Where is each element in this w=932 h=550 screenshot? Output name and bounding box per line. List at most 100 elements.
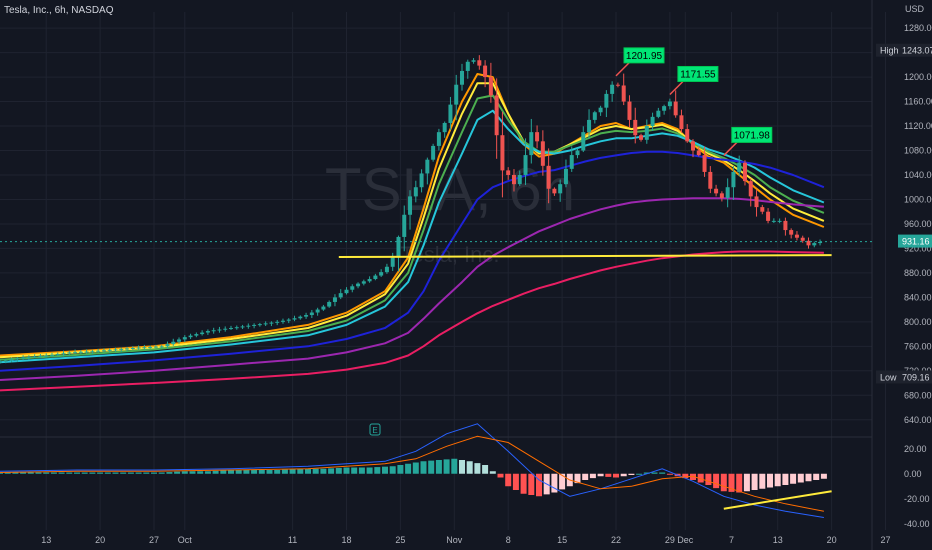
callout-pointer	[723, 140, 739, 156]
macd-histogram-bar	[713, 473, 720, 489]
macd-histogram-bar	[204, 471, 211, 474]
macd-histogram-bar	[220, 470, 227, 474]
candle-body	[200, 332, 205, 335]
macd-histogram-bar	[597, 473, 604, 477]
macd-histogram-bar	[728, 473, 735, 492]
candlesticks	[0, 55, 823, 364]
macd-histogram-bar	[243, 470, 250, 474]
macd-histogram-bar	[797, 473, 804, 483]
macd-axis: 20.00 0.00 -20.00 -40.00	[904, 444, 930, 529]
candle-body	[558, 184, 563, 194]
candle-body	[442, 122, 447, 133]
macd-histogram-bar	[382, 466, 388, 474]
macd-histogram-bar	[127, 472, 134, 474]
price-tick-label: 800.00	[904, 317, 932, 327]
time-tick-label: 25	[395, 535, 405, 545]
macd-histogram-bar	[274, 470, 281, 474]
callout-label: 1071.98	[734, 130, 771, 141]
macd-histogram-bar	[397, 465, 404, 474]
candle-body	[806, 240, 811, 246]
candle-body	[529, 132, 534, 156]
moving-average-5	[0, 150, 825, 372]
symbol-title: Tesla, Inc., 6h, NASDAQ	[4, 5, 114, 16]
time-tick-label: 18	[341, 535, 351, 545]
candle-body	[130, 348, 135, 350]
candle-body	[367, 279, 372, 282]
candle-body	[240, 326, 245, 328]
candle-body	[390, 257, 395, 267]
macd-histogram-bar	[536, 473, 542, 497]
price-tick-label: 840.00	[904, 292, 932, 302]
macd-histogram-bar	[813, 473, 820, 480]
candle-body	[563, 168, 568, 185]
macd-line	[0, 423, 824, 518]
last-price-value: 931.16	[902, 237, 930, 247]
macd-histogram-bar	[582, 473, 589, 480]
earnings-flag-icon[interactable]: E	[369, 423, 381, 436]
candle-body	[0, 361, 2, 363]
candle-body	[610, 84, 615, 94]
candle-body	[379, 272, 384, 276]
macd-tick-label: 20.00	[904, 444, 927, 454]
macd-tick-label: -40.00	[904, 519, 930, 529]
macd-histogram-bar	[197, 471, 204, 474]
time-tick-label: 15	[557, 535, 567, 545]
macd-histogram-bar	[143, 472, 150, 474]
candle-body	[275, 321, 280, 323]
candle-body	[315, 309, 320, 313]
callout-pointer	[669, 79, 685, 96]
candle-body	[483, 65, 488, 78]
macd-histogram-bar	[4, 472, 11, 474]
macd-histogram-bar	[166, 472, 173, 474]
price-tick-label: 880.00	[904, 268, 932, 278]
candle-body	[44, 355, 49, 357]
support-line	[338, 254, 832, 258]
candle-body	[731, 171, 736, 188]
macd-histogram-bar	[104, 472, 111, 474]
candle-body	[26, 356, 31, 358]
macd-histogram-bar	[636, 473, 643, 475]
time-tick-label: 29	[665, 535, 675, 545]
macd-histogram-bar	[66, 472, 73, 474]
low-tag-label: Low	[880, 372, 897, 382]
time-axis[interactable]: 13 20 27 Oct 11 18 25 Nov 8 15 22 29 Dec 7 13 20 27	[41, 535, 890, 545]
high-tag-value: 1243.07	[902, 46, 932, 56]
time-tick-label: 7	[729, 535, 734, 545]
candle-body	[408, 196, 413, 215]
price-tick-label: 680.00	[904, 390, 932, 400]
candle-body	[384, 266, 389, 273]
candle-body	[748, 181, 753, 197]
candle-body	[540, 141, 545, 166]
time-tick-label: Dec	[677, 535, 694, 545]
candle-body	[460, 70, 464, 85]
callout-label: 1171.55	[680, 69, 716, 80]
price-axis[interactable]: 1280.001240.001200.001160.001120.001080.…	[876, 23, 932, 425]
candle-body	[182, 337, 187, 340]
candle-body	[413, 187, 418, 197]
macd-histogram-bar	[420, 461, 427, 474]
macd-histogram-bar	[97, 472, 104, 474]
price-callouts: 1201.95 1171.55 1071.98	[615, 47, 773, 156]
candle-body	[78, 351, 83, 353]
macd-histogram-bar	[328, 468, 335, 474]
price-tick-label: 1000.00	[904, 194, 932, 204]
candle-body	[685, 129, 690, 142]
macd-histogram-bar	[443, 459, 450, 474]
macd-histogram-bar	[620, 473, 627, 477]
candle-body	[298, 316, 303, 319]
candle-body	[188, 335, 193, 338]
candle-body	[639, 135, 644, 140]
candle-body	[448, 104, 453, 123]
time-tick-label: Oct	[178, 535, 193, 545]
candle-body	[771, 220, 776, 222]
moving-average-7	[0, 250, 824, 392]
price-tick-label: 960.00	[904, 219, 932, 229]
macd-histogram-bar	[451, 458, 458, 474]
macd-histogram-bar	[743, 473, 750, 492]
chart-grid	[0, 0, 886, 550]
candle-body	[9, 359, 14, 361]
macd-histogram-bar	[135, 472, 142, 474]
macd-histogram-bar	[682, 473, 689, 479]
candle-body	[3, 360, 8, 362]
